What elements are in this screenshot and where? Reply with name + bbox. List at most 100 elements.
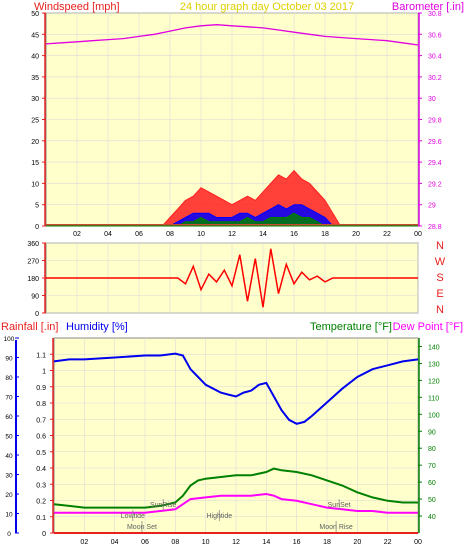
wind-x-tick-label: 14 <box>259 231 267 238</box>
humidity-tick-label: 10 <box>5 512 13 519</box>
climate-x-tick-label: 12 <box>232 539 240 546</box>
baro-tick-label: 30.8 <box>428 11 442 18</box>
humidity-tick-label: 0 <box>7 531 11 538</box>
humidity-tick-label: 30 <box>5 473 13 480</box>
graph-title: 24 hour graph day October 03 2017 <box>180 1 354 13</box>
climate-x-tick-label: 14 <box>262 539 270 546</box>
wind-x-tick-label: 10 <box>197 231 205 238</box>
humidity-label: Humidity [%] <box>66 321 128 333</box>
humidity-tick-label: 60 <box>5 414 13 421</box>
climate-x-tick-label: 04 <box>111 539 119 546</box>
wind-x-tick-label: 18 <box>321 231 329 238</box>
barometer-label: Barometer [.in] <box>392 1 464 13</box>
rain-tick-label: 0.7 <box>36 417 46 424</box>
rain-tick-label: 0.3 <box>36 482 46 489</box>
wind-tick-label: 25 <box>31 118 39 125</box>
wind-x-tick-label: 22 <box>383 231 391 238</box>
temperature-tick-label: 110 <box>428 395 439 402</box>
rain-tick-label: 1 <box>42 369 46 376</box>
baro-tick-label: 29 <box>428 203 436 210</box>
windspeed-label: Windspeed [mph] <box>34 1 120 13</box>
climate-x-tick-label: 08 <box>171 539 179 546</box>
temperature-tick-label: 40 <box>428 514 436 521</box>
temperature-tick-label: 100 <box>428 412 440 419</box>
wind-tick-label: 50 <box>31 11 39 18</box>
dew-point-line <box>54 492 418 514</box>
wind-x-tick-label: 12 <box>228 231 236 238</box>
wind-baro-series <box>45 24 419 227</box>
moon-rise-label: Moon Rise <box>319 524 353 531</box>
wind-tick-label: 5 <box>35 203 39 210</box>
rain-y-ticks: 0 0.1 0.2 0.3 0.4 0.5 0.6 0.7 0.8 0.9 1 1.1 <box>36 338 54 538</box>
humidity-tick-label: 20 <box>5 492 13 499</box>
temperature-tick-label: 70 <box>428 463 436 470</box>
sunset-label: SunSet <box>328 502 351 509</box>
hightide-label: Hightide <box>206 513 232 520</box>
wind-x-tick-label: 08 <box>166 231 174 238</box>
compass-label: S <box>436 272 443 284</box>
climate-x-tick-label: 06 <box>141 539 149 546</box>
direction-y-ticks: 0 90 180 270 360 <box>27 241 46 318</box>
humidity-line <box>53 352 419 425</box>
baro-tick-label: 29.8 <box>428 118 442 125</box>
rain-tick-label: 0.4 <box>36 466 46 473</box>
baro-tick-label: 30.2 <box>428 75 442 82</box>
temperature-tick-label: 130 <box>428 361 440 368</box>
compass-label: E <box>436 288 443 300</box>
baro-tick-label: 29.2 <box>428 181 442 188</box>
baro-tick-label: 29.6 <box>428 139 442 146</box>
humidity-tick-label: 50 <box>5 434 13 441</box>
climate-x-tick-label: 00 <box>414 539 422 546</box>
humidity-tick-label: 100 <box>4 336 15 343</box>
temperature-tick-label: 50 <box>428 497 436 504</box>
wind-tick-label: 35 <box>31 75 39 82</box>
baro-tick-label: 28.8 <box>428 224 442 231</box>
average-area <box>46 204 418 227</box>
baro-y-ticks: 28.8 29 29.2 29.4 29.6 29.8 30 30.2 30.4 30.6 30.8 <box>418 11 442 231</box>
wind-y-ticks: 0 5 10 15 20 25 30 35 40 45 50 <box>31 11 46 231</box>
rain-tick-label: 1.1 <box>36 352 46 359</box>
temperature-tick-label: 60 <box>428 480 436 487</box>
wind-x-tick-label: 20 <box>352 231 360 238</box>
climate-panel: Lowtide Moon Set SunRise Hightide SunSet Moon… <box>1 321 463 546</box>
event-markers: Lowtide Moon Set SunRise Hightide SunSet Moon… <box>121 499 353 532</box>
wind-tick-label: 30 <box>31 96 39 103</box>
humidity-tick-label: 40 <box>5 453 13 460</box>
wind-tick-label: 40 <box>31 54 39 61</box>
wind-tick-label: 45 <box>31 32 39 39</box>
barometer-line <box>45 24 419 46</box>
wind-x-tick-label: 04 <box>104 231 112 238</box>
temperature-y-ticks: 40 50 60 70 80 90 100 110 120 130 140 <box>418 338 440 533</box>
climate-x-ticks: 02 04 06 08 10 12 14 16 18 20 22 00 <box>80 539 422 546</box>
direction-tick-label: 0 <box>35 311 39 318</box>
wind-x-ticks: 02 04 06 08 10 12 14 16 18 20 22 00 <box>73 231 422 238</box>
wind-x-tick-label: 02 <box>73 231 81 238</box>
climate-series <box>53 352 419 534</box>
humidity-tick-label: 90 <box>5 356 13 363</box>
climate-x-tick-label: 16 <box>293 539 301 546</box>
climate-x-tick-label: 10 <box>202 539 210 546</box>
rain-tick-label: 0.5 <box>36 450 46 457</box>
direction-line <box>46 248 418 308</box>
humidity-tick-label: 70 <box>5 395 13 402</box>
wind-x-tick-label: 16 <box>290 231 298 238</box>
wind-x-tick-label: 06 <box>135 231 143 238</box>
compass-label: N <box>436 240 444 252</box>
climate-x-tick-label: 18 <box>323 539 331 546</box>
direction-series <box>46 248 418 308</box>
dewpoint-label: Dew Point [°F] <box>393 321 463 333</box>
sunrise-label: SunRise <box>150 502 177 509</box>
direction-tick-label: 90 <box>31 294 39 301</box>
rain-tick-label: 0.2 <box>36 499 46 506</box>
moon-set-label: Moon Set <box>127 524 157 531</box>
temperature-tick-label: 120 <box>428 378 440 385</box>
climate-x-tick-label: 02 <box>80 539 88 546</box>
rain-tick-label: 0 <box>42 531 46 538</box>
temperature-line <box>53 467 418 509</box>
climate-grid <box>54 338 419 534</box>
baro-tick-label: 30.6 <box>428 32 442 39</box>
